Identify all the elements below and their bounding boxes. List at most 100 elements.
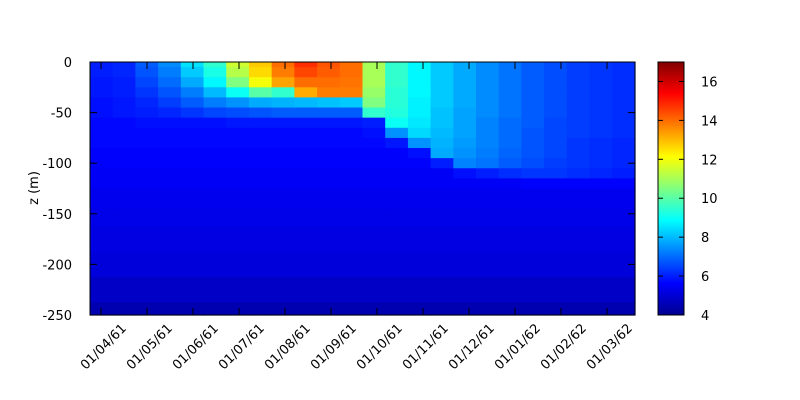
heatmap-cell (158, 226, 182, 253)
heatmap-cell (203, 97, 227, 109)
heatmap-cell (430, 251, 454, 278)
heatmap-cell (544, 208, 568, 228)
heatmap-cell (112, 77, 137, 88)
heatmap-cell (90, 158, 114, 169)
heatmap-cell (521, 198, 545, 210)
heatmap-cell (476, 158, 500, 169)
heatmap-cell (430, 188, 454, 200)
heatmap-cell (566, 97, 591, 109)
heatmap-cell (158, 67, 182, 78)
heatmap-cell (430, 208, 454, 228)
heatmap-cell (407, 117, 432, 129)
heatmap-cell (453, 77, 477, 88)
heatmap-cell (112, 302, 137, 316)
heatmap-cell (430, 117, 454, 129)
heatmap-cell (112, 148, 137, 159)
heatmap-cell (180, 87, 205, 99)
heatmap-cell (294, 178, 318, 190)
heatmap-cell (90, 87, 114, 99)
heatmap-cell (589, 137, 613, 149)
heatmap-cell (158, 178, 182, 190)
heatmap-cell (203, 198, 227, 210)
heatmap-cell (498, 87, 523, 99)
heatmap-cell (339, 251, 364, 278)
colorbar-tick-label: 10 (701, 192, 718, 207)
heatmap-cell (339, 97, 364, 109)
heatmap-cell (317, 62, 341, 68)
heatmap-cell (612, 87, 636, 99)
x-tick-label: 01/06/61 (170, 321, 222, 373)
heatmap-cell (112, 277, 137, 303)
heatmap-cell (521, 62, 545, 68)
heatmap-cell (612, 62, 636, 68)
heatmap-cell (271, 137, 295, 149)
heatmap-cell (498, 178, 523, 190)
heatmap-cell (180, 251, 205, 278)
heatmap-cell (158, 117, 182, 129)
heatmap-cell (135, 188, 159, 200)
heatmap-cell (407, 87, 432, 99)
heatmap-cell (521, 87, 545, 99)
colorbar-tick-label: 12 (701, 153, 718, 168)
heatmap-cell (612, 188, 636, 200)
heatmap-cell (180, 208, 205, 228)
heatmap-cell (430, 198, 454, 210)
heatmap-cell (135, 198, 159, 210)
heatmap-cell (407, 302, 432, 316)
heatmap-cell (158, 277, 182, 303)
heatmap-cell (271, 188, 295, 200)
heatmap-cell (90, 107, 114, 119)
x-tick-label: 01/10/61 (354, 321, 406, 373)
heatmap-cell (294, 137, 318, 149)
heatmap-cell (430, 107, 454, 119)
heatmap-cell (453, 277, 477, 303)
heatmap-cell (453, 67, 477, 78)
heatmap-cell (180, 117, 205, 129)
heatmap-cell (407, 158, 432, 169)
heatmap-cell (248, 67, 273, 78)
heatmap-cell (271, 178, 295, 190)
heatmap-cell (112, 178, 137, 190)
heatmap-cell (112, 127, 137, 139)
heatmap-cell (521, 97, 545, 109)
heatmap-cell (521, 178, 545, 190)
heatmap-cell (226, 77, 250, 88)
heatmap-cell (158, 168, 182, 179)
heatmap-cell (476, 77, 500, 88)
heatmap-cell (112, 188, 137, 200)
heatmap-cell (362, 148, 386, 159)
heatmap-cell (248, 168, 273, 179)
heatmap-cell (521, 148, 545, 159)
heatmap-cell (90, 97, 114, 109)
y-tick-label: -200 (42, 258, 72, 273)
heatmap-cell (430, 226, 454, 253)
heatmap-cell (203, 158, 227, 169)
heatmap-cell (498, 137, 523, 149)
heatmap-cell (203, 168, 227, 179)
heatmap-cell (566, 226, 591, 253)
heatmap-cell (544, 62, 568, 68)
heatmap-cell (248, 127, 273, 139)
heatmap-cell (612, 208, 636, 228)
heatmap-cell (180, 277, 205, 303)
heatmap-cell (339, 226, 364, 253)
heatmap-cell (271, 158, 295, 169)
heatmap-cell (566, 277, 591, 303)
heatmap-cell (90, 277, 114, 303)
heatmap-cell (271, 117, 295, 129)
heatmap-cell (294, 198, 318, 210)
heatmap-cell (339, 77, 364, 88)
heatmap-cell (566, 87, 591, 99)
heatmap-cell (430, 77, 454, 88)
heatmap-cell (271, 97, 295, 109)
heatmap-cell (498, 188, 523, 200)
heatmap-cell (248, 158, 273, 169)
heatmap-cell (589, 277, 613, 303)
heatmap-cell (453, 117, 477, 129)
heatmap-cell (476, 198, 500, 210)
heatmap-cell (430, 67, 454, 78)
heatmap-cell (294, 87, 318, 99)
heatmap-cell (112, 158, 137, 169)
heatmap-cell (521, 77, 545, 88)
heatmap-cell (407, 97, 432, 109)
